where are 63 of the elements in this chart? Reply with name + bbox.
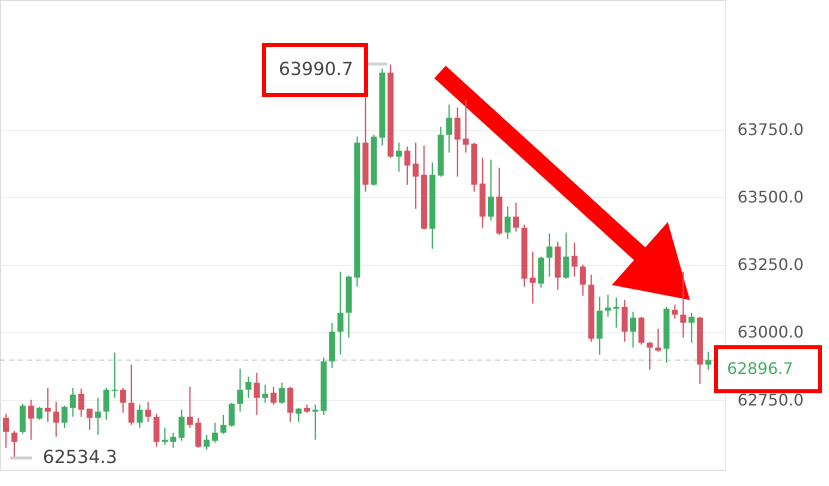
candlestick (44, 387, 51, 423)
candlestick (446, 104, 452, 154)
candlestick (488, 158, 494, 222)
candlestick (296, 407, 302, 423)
candlestick (580, 264, 586, 296)
annotation: 63990.7 (278, 59, 354, 80)
candlestick (688, 312, 695, 344)
ref-line-label: 62896.7 (727, 359, 794, 378)
candlestick (655, 328, 662, 352)
candlestick (530, 251, 536, 304)
candlestick (53, 401, 60, 438)
y-tick-label: 63250.0 (738, 255, 804, 274)
candlestick (604, 294, 611, 318)
candlestick (630, 311, 636, 348)
candlestick (128, 364, 134, 426)
candlestick (136, 404, 143, 429)
candlestick (672, 304, 678, 320)
candlestick (170, 432, 176, 448)
candlestick (254, 372, 260, 416)
candlestick (220, 414, 226, 434)
candlestick (462, 99, 469, 154)
candlestick (513, 202, 519, 232)
candlestick (680, 271, 686, 338)
candlestick (228, 402, 235, 428)
annotation: 62534.3 (42, 447, 118, 468)
candlestick (546, 233, 552, 278)
candlestick (112, 352, 118, 399)
candlestick (62, 405, 68, 429)
candlestick (504, 206, 511, 240)
candlestick (145, 401, 152, 423)
candlestick (454, 106, 460, 178)
candlestick (120, 387, 126, 414)
candlestick (3, 413, 10, 448)
candlestick (337, 271, 344, 356)
candlestick (404, 146, 410, 186)
candlestick (212, 422, 218, 444)
candlestick (572, 242, 578, 278)
candlestick (270, 386, 277, 406)
candlestick (278, 382, 285, 404)
candlestick (204, 434, 210, 450)
candlestick (186, 386, 193, 429)
candlestick (94, 397, 101, 436)
candlestick (178, 409, 185, 442)
candlestick (563, 232, 570, 280)
candlestick (86, 408, 93, 430)
candlestick (70, 387, 76, 418)
y-tick-label: 63500.0 (738, 188, 804, 207)
candlestick (412, 142, 419, 210)
candlestick (36, 406, 42, 420)
candlestick (11, 430, 18, 459)
candlestick (103, 387, 110, 420)
candlestick (245, 376, 252, 399)
y-tick-label: 62750.0 (738, 390, 804, 410)
candlestick (646, 341, 653, 370)
candlestick (705, 351, 712, 370)
y-tick-label: 63750.0 (738, 120, 804, 140)
candlestick (396, 142, 402, 172)
y-tick-label: 63000.0 (738, 322, 804, 342)
candlestick (237, 368, 244, 412)
candlestick (78, 388, 84, 418)
candlestick (262, 384, 268, 404)
candlestick (28, 399, 34, 440)
candlestick (162, 427, 168, 446)
